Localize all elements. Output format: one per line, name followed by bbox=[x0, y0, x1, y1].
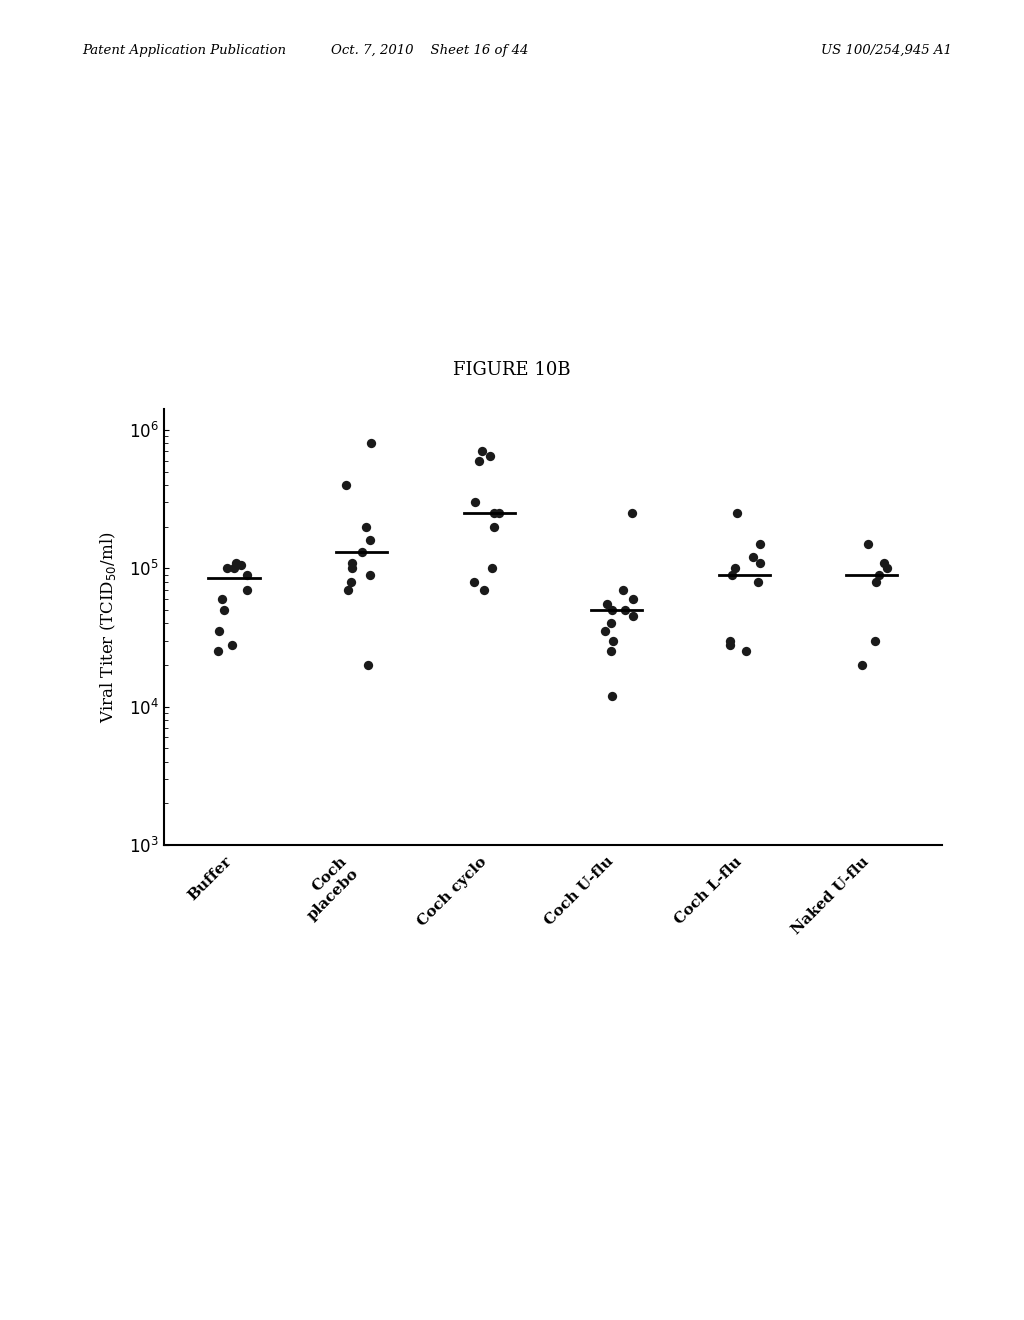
Point bbox=[860, 533, 877, 554]
Point bbox=[604, 599, 621, 620]
Point bbox=[343, 557, 359, 578]
Point bbox=[210, 642, 226, 663]
Point bbox=[597, 620, 613, 642]
Point bbox=[753, 552, 769, 573]
Point bbox=[467, 491, 483, 512]
Point bbox=[485, 516, 502, 537]
Y-axis label: Viral Titer (TCID$_{50}$/ml): Viral Titer (TCID$_{50}$/ml) bbox=[98, 531, 118, 723]
Point bbox=[737, 642, 754, 663]
Point bbox=[726, 557, 742, 578]
Point bbox=[605, 630, 622, 651]
Point bbox=[362, 433, 379, 454]
Point bbox=[227, 552, 244, 573]
Point bbox=[483, 557, 500, 578]
Point bbox=[474, 441, 490, 462]
Point bbox=[602, 642, 618, 663]
Point bbox=[211, 620, 227, 642]
Text: Patent Application Publication: Patent Application Publication bbox=[82, 44, 286, 57]
Point bbox=[599, 594, 615, 615]
Point bbox=[213, 589, 229, 610]
Point bbox=[868, 572, 885, 593]
Point bbox=[471, 450, 487, 471]
Point bbox=[361, 529, 378, 550]
Point bbox=[625, 589, 641, 610]
Point bbox=[353, 543, 370, 564]
Text: US 100/254,945 A1: US 100/254,945 A1 bbox=[821, 44, 952, 57]
Point bbox=[466, 572, 482, 593]
Text: FIGURE 10B: FIGURE 10B bbox=[454, 360, 570, 379]
Point bbox=[239, 579, 255, 601]
Point bbox=[722, 630, 738, 651]
Point bbox=[357, 516, 374, 537]
Point bbox=[362, 564, 379, 585]
Point bbox=[750, 572, 766, 593]
Point bbox=[476, 579, 493, 601]
Text: Oct. 7, 2010    Sheet 16 of 44: Oct. 7, 2010 Sheet 16 of 44 bbox=[332, 44, 528, 57]
Point bbox=[338, 474, 354, 495]
Point bbox=[616, 599, 633, 620]
Point bbox=[340, 579, 356, 601]
Point bbox=[486, 503, 503, 524]
Point bbox=[724, 564, 740, 585]
Point bbox=[490, 503, 507, 524]
Point bbox=[226, 557, 243, 578]
Point bbox=[359, 655, 376, 676]
Point bbox=[745, 546, 762, 568]
Point bbox=[342, 572, 358, 593]
Point bbox=[867, 630, 884, 651]
Point bbox=[870, 564, 887, 585]
Point bbox=[216, 599, 232, 620]
Point bbox=[722, 634, 738, 655]
Point bbox=[752, 533, 768, 554]
Point bbox=[876, 552, 892, 573]
Point bbox=[602, 612, 618, 634]
Point bbox=[624, 503, 640, 524]
Point bbox=[625, 606, 641, 627]
Point bbox=[729, 503, 745, 524]
Point bbox=[239, 564, 255, 585]
Point bbox=[604, 685, 621, 706]
Point bbox=[615, 579, 632, 601]
Point bbox=[224, 634, 241, 655]
Point bbox=[232, 554, 249, 576]
Point bbox=[219, 557, 236, 578]
Point bbox=[482, 445, 499, 466]
Point bbox=[344, 552, 360, 573]
Point bbox=[879, 557, 895, 578]
Point bbox=[854, 655, 870, 676]
